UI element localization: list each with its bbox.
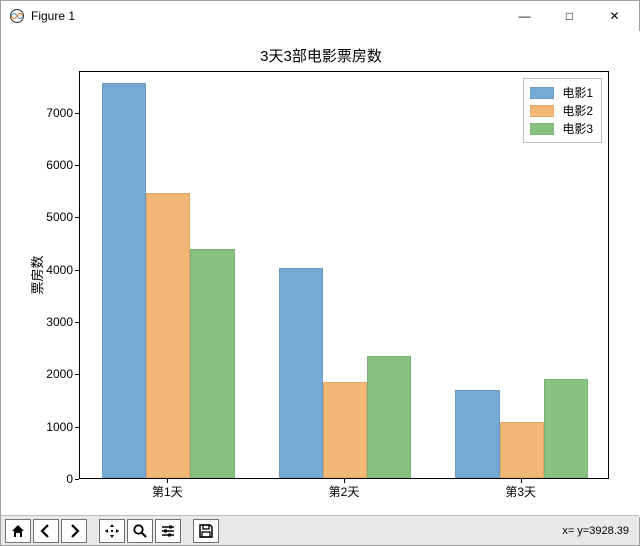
legend-item: 电影1 [530,84,593,101]
plot-area: 电影1电影2电影3 [79,71,609,479]
figure-canvas: 3天3部电影票房数 票房数 电影1电影2电影3 第1天第2天第3天0100020… [1,31,640,517]
bar [102,83,146,478]
home-button[interactable] [5,519,31,543]
save-button[interactable] [193,519,219,543]
bar [544,379,588,478]
window-title: Figure 1 [31,9,502,23]
configure-button[interactable] [155,519,181,543]
chart-title: 3天3部电影票房数 [1,45,640,66]
y-tick-label: 6000 [1,158,73,172]
legend-item: 电影3 [530,120,593,137]
configure-icon [160,523,176,539]
bar [190,249,234,478]
legend-swatch [530,87,554,99]
y-tick-label: 2000 [1,367,73,381]
bar [367,356,411,478]
toolbar: x= y=3928.39 [1,515,639,545]
y-tick-label: 4000 [1,263,73,277]
back-button[interactable] [33,519,59,543]
legend-item: 电影2 [530,102,593,119]
legend-swatch [530,123,554,135]
y-tick-label: 5000 [1,210,73,224]
back-icon [38,523,54,539]
close-button[interactable]: ✕ [592,2,637,30]
bar [279,268,323,478]
zoom-button[interactable] [127,519,153,543]
legend-label: 电影2 [562,102,593,119]
zoom-icon [132,523,148,539]
legend-swatch [530,105,554,117]
legend: 电影1电影2电影3 [523,78,602,143]
maximize-button[interactable]: □ [547,2,592,30]
x-tick-label: 第3天 [505,483,536,500]
pan-icon [104,523,120,539]
x-tick-label: 第1天 [152,483,183,500]
title-bar: Figure 1 — □ ✕ [1,1,639,31]
pan-button[interactable] [99,519,125,543]
minimize-button[interactable]: — [502,2,547,30]
home-icon [10,523,26,539]
save-icon [198,523,214,539]
legend-label: 电影1 [562,84,593,101]
forward-button[interactable] [61,519,87,543]
cursor-status: x= y=3928.39 [562,525,635,537]
x-tick-label: 第2天 [329,483,360,500]
y-tick-label: 7000 [1,106,73,120]
y-tick-label: 3000 [1,315,73,329]
forward-icon [66,523,82,539]
bar [323,382,367,478]
bar [146,193,190,478]
app-icon [9,8,25,24]
bar [500,422,544,478]
y-tick-label: 0 [1,472,73,486]
bar [455,390,499,478]
y-tick-label: 1000 [1,420,73,434]
legend-label: 电影3 [562,120,593,137]
